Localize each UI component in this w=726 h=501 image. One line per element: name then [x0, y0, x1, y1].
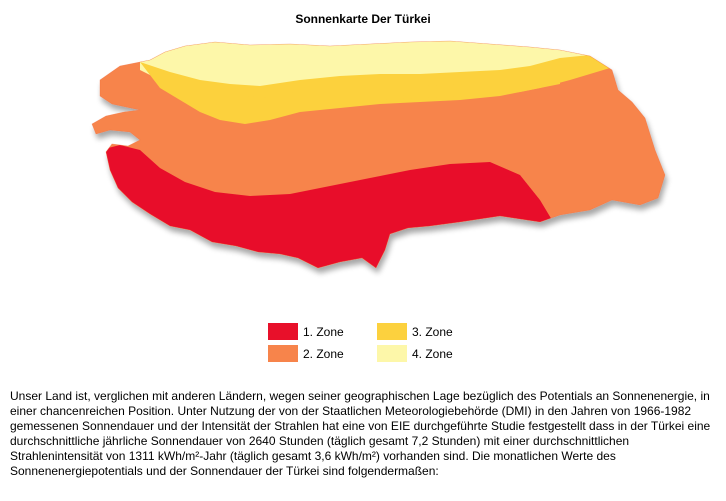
legend-item-zone-1: 1. Zone	[268, 323, 344, 340]
legend-label-zone-2: 2. Zone	[303, 346, 344, 361]
description-paragraph: Unser Land ist, verglichen mit anderen L…	[10, 389, 711, 478]
legend-item-zone-3: 3. Zone	[377, 323, 453, 340]
legend-label-zone-4: 4. Zone	[412, 346, 453, 361]
legend-swatch-zone-1	[268, 323, 298, 340]
legend-swatch-zone-3	[377, 323, 407, 340]
legend-label-zone-3: 3. Zone	[412, 324, 453, 339]
map-title: Sonnenkarte Der Türkei	[295, 12, 431, 26]
legend-item-zone-4: 4. Zone	[377, 345, 453, 362]
map-outline	[91, 40, 666, 269]
map-zones	[91, 40, 666, 269]
legend-item-zone-2: 2. Zone	[268, 345, 344, 362]
legend-swatch-zone-4	[377, 345, 407, 362]
legend-swatch-zone-2	[268, 345, 298, 362]
legend-label-zone-1: 1. Zone	[303, 324, 344, 339]
zone-3-area-south	[170, 72, 560, 120]
turkey-solar-map	[91, 40, 666, 269]
